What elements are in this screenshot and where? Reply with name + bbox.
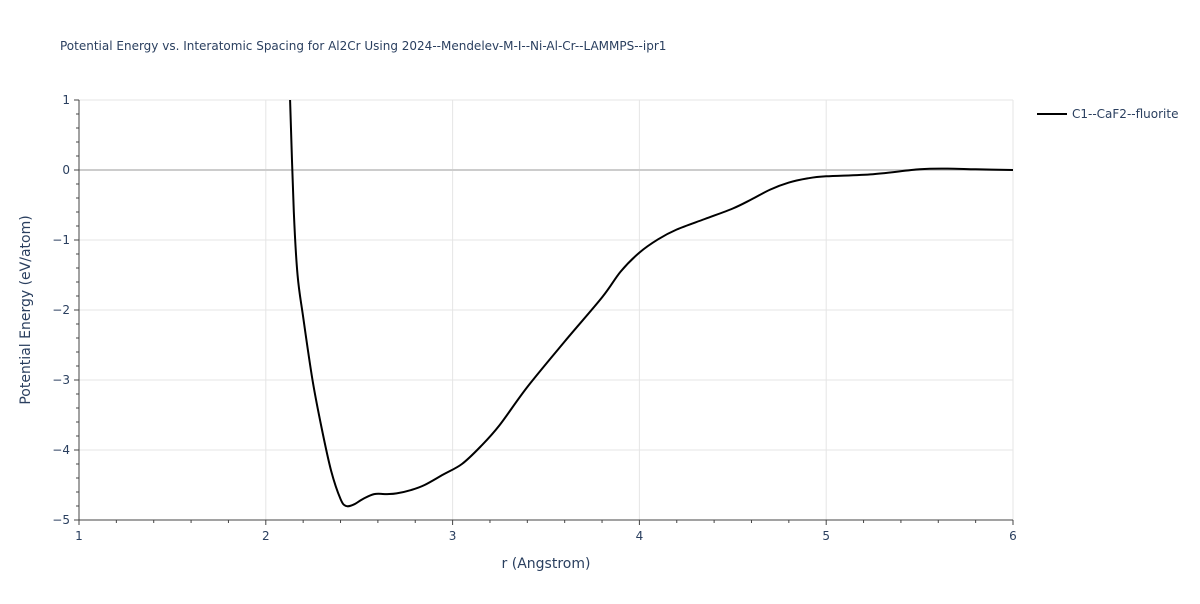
y-tick-label: 0 — [62, 163, 70, 177]
tick-labels: 1 2 3 4 5 6 1 0 −1 −2 −3 −4 −5 — [52, 93, 1017, 543]
legend-label: C1--CaF2--fluorite — [1072, 107, 1178, 121]
y-tick-label: −3 — [52, 373, 70, 387]
y-tick-label: −1 — [52, 233, 70, 247]
series-line-C1--CaF2--fluorite[interactable] — [289, 99, 1014, 508]
x-tick-label: 6 — [1009, 529, 1017, 543]
y-tick-label: −5 — [52, 513, 70, 527]
legend[interactable]: C1--CaF2--fluorite — [1037, 107, 1178, 121]
axes — [74, 99, 1014, 525]
grid-lines — [79, 99, 1014, 520]
x-tick-label: 4 — [636, 529, 644, 543]
y-tick-label: −2 — [52, 303, 70, 317]
x-tick-label: 5 — [822, 529, 830, 543]
y-tick-label: 1 — [62, 93, 70, 107]
chart-title: Potential Energy vs. Interatomic Spacing… — [60, 39, 666, 53]
x-tick-label: 3 — [449, 529, 457, 543]
series-layer — [289, 99, 1014, 508]
x-axis-title: r (Angstrom) — [502, 556, 591, 572]
y-tick-label: −4 — [52, 443, 70, 457]
y-axis-title: Potential Energy (eV/atom) — [18, 215, 34, 404]
x-tick-label: 1 — [75, 529, 83, 543]
x-tick-label: 2 — [262, 529, 270, 543]
